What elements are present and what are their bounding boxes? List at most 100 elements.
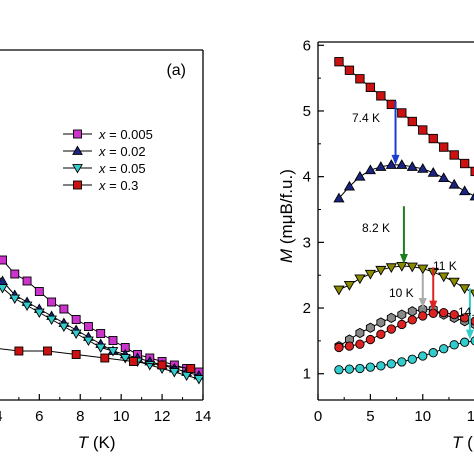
series-0: [334, 57, 474, 177]
y-axis-label-unit: (mμB/f.u.): [277, 169, 296, 249]
y-tick-label: 4: [303, 169, 311, 186]
x-tick-label: 4: [0, 408, 3, 425]
annotation-arrow-head: [391, 154, 400, 165]
legend-label: x = 0.02: [98, 144, 146, 159]
data-point: [95, 343, 107, 354]
legend-label: x = 0.3: [98, 178, 138, 193]
data-point: [439, 307, 449, 318]
annotation-arrow-head: [399, 254, 408, 265]
annotation-arrow-head: [465, 329, 474, 340]
data-point: [397, 309, 407, 320]
legend-marker: [73, 180, 82, 190]
data-point: [355, 327, 365, 339]
data-point: [10, 269, 20, 279]
data-point: [14, 346, 24, 356]
y-tick-label: 6: [303, 37, 311, 54]
data-point: [418, 311, 428, 321]
series-2: [333, 261, 474, 298]
data-point: [96, 329, 106, 338]
annotation: [391, 101, 400, 165]
data-point: [70, 329, 82, 340]
annotation: [399, 206, 408, 265]
data-point: [397, 357, 407, 367]
data-point: [59, 304, 69, 314]
data-point: [71, 315, 81, 324]
data-point: [9, 294, 21, 305]
series-4: [334, 307, 474, 353]
x-tick-label: 6: [35, 408, 43, 425]
annotation-label: 11 K: [433, 259, 457, 273]
data-point: [71, 350, 81, 359]
data-point: [58, 322, 70, 333]
panel-label: (a): [166, 62, 186, 79]
data-point: [386, 312, 396, 324]
data-point: [376, 91, 386, 101]
legend-label-value: = 0.3: [106, 178, 139, 193]
data-point: [407, 306, 417, 317]
data-point: [470, 336, 474, 346]
data-point: [355, 363, 365, 374]
data-point: [365, 82, 376, 92]
data-point: [448, 277, 460, 288]
legend-label-var: x: [98, 161, 106, 176]
data-point: [396, 159, 408, 169]
legend-label-value: = 0.005: [106, 127, 153, 142]
y-axis-label: M (mμB/f.u.): [277, 169, 296, 263]
data-point: [375, 265, 387, 276]
data-point: [128, 357, 138, 366]
data-point: [34, 287, 44, 296]
legend-marker: [73, 129, 82, 139]
data-point: [0, 255, 7, 265]
data-point: [459, 284, 471, 295]
legend-label: x = 0.005: [98, 127, 153, 142]
data-point: [343, 180, 356, 191]
data-point: [448, 178, 460, 189]
data-point: [385, 159, 397, 169]
data-point: [33, 308, 45, 319]
annotation-label: 14.: [458, 305, 474, 319]
series-line-3: [0, 348, 191, 369]
data-point: [428, 348, 438, 358]
legend-marker: [72, 164, 83, 174]
data-point: [119, 354, 131, 364]
data-point: [364, 269, 376, 280]
data-point: [22, 276, 32, 286]
data-point: [427, 166, 439, 177]
data-point: [376, 361, 386, 371]
y-axis-label-var: M: [277, 248, 296, 263]
data-point: [83, 336, 94, 347]
x-tick-label: 5: [366, 408, 374, 425]
data-point: [438, 172, 450, 182]
data-point: [186, 364, 196, 373]
x-axis-label-var: T: [452, 433, 464, 452]
data-point: [460, 313, 470, 323]
data-point: [397, 319, 407, 330]
x-tick-label: 8: [76, 408, 84, 425]
legend-label-value: = 0.02: [106, 144, 146, 159]
data-point: [418, 351, 428, 361]
data-point: [469, 289, 474, 298]
data-point: [438, 272, 450, 283]
x-axis-label: T (K): [78, 433, 116, 452]
data-point: [21, 301, 33, 312]
data-point: [449, 340, 459, 350]
y-tick-label: 2: [303, 300, 311, 317]
data-point: [406, 161, 418, 171]
data-point: [407, 354, 417, 364]
data-point: [83, 322, 93, 331]
data-point: [459, 185, 471, 196]
data-point: [417, 264, 429, 275]
x-tick-label: 14: [195, 408, 212, 425]
data-point: [343, 281, 356, 291]
data-point: [439, 344, 449, 354]
data-point: [47, 297, 57, 307]
y-tick-label: 1: [303, 366, 311, 383]
data-point: [364, 164, 376, 175]
data-point: [396, 261, 408, 272]
y-tick-label: 5: [303, 103, 311, 120]
data-point: [376, 317, 386, 328]
data-point: [439, 142, 449, 152]
data-point: [469, 192, 474, 201]
data-point: [386, 99, 396, 110]
